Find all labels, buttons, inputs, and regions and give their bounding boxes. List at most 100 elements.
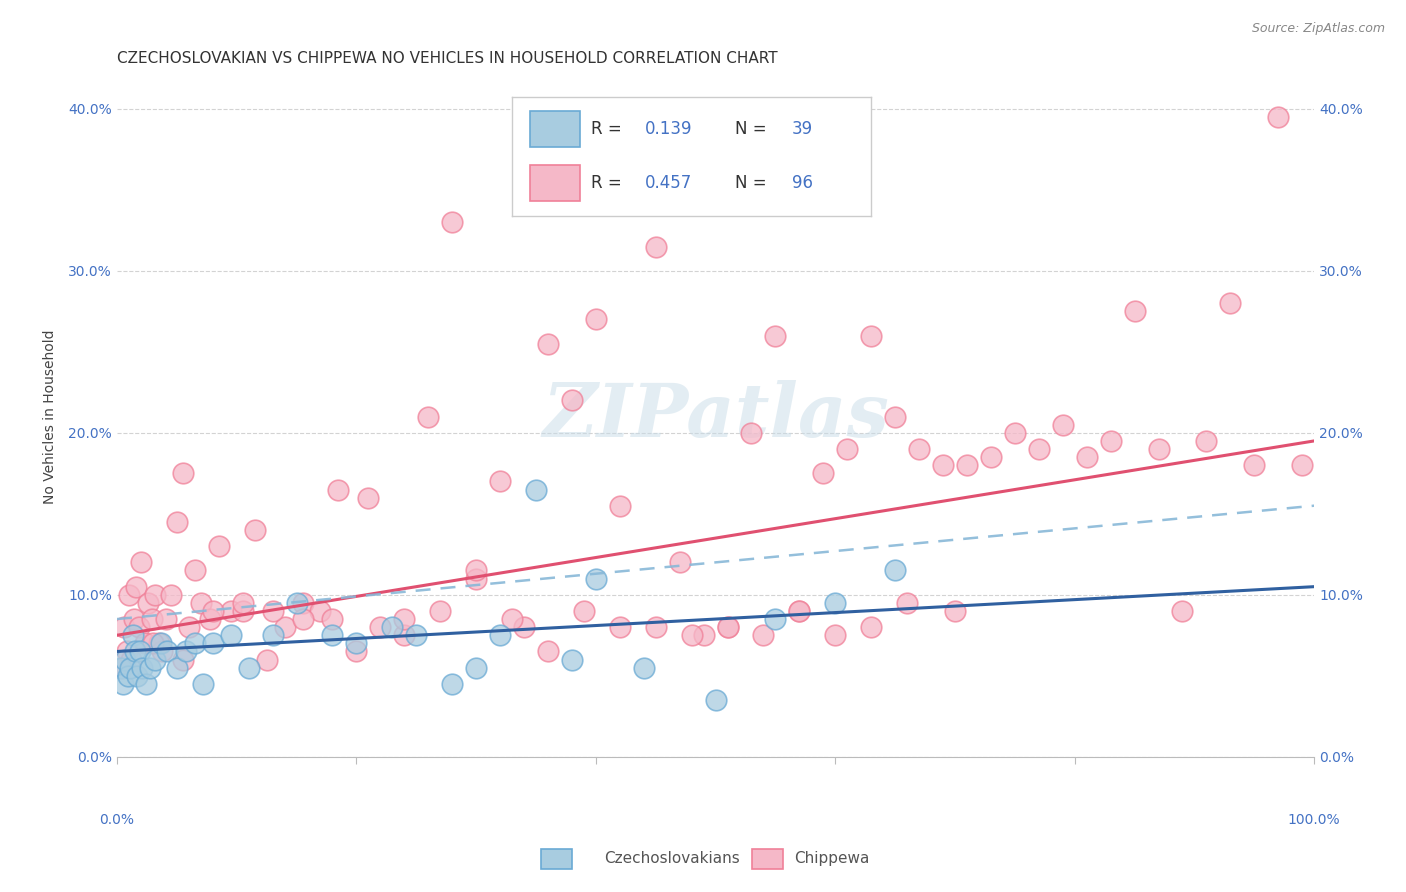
Point bbox=[184, 564, 207, 578]
Point bbox=[609, 499, 631, 513]
Point bbox=[956, 458, 979, 473]
Point bbox=[370, 620, 392, 634]
Point bbox=[190, 596, 212, 610]
Point bbox=[501, 612, 523, 626]
Point bbox=[135, 677, 157, 691]
Point bbox=[585, 572, 607, 586]
Y-axis label: No Vehicles in Household: No Vehicles in Household bbox=[44, 329, 58, 504]
Point bbox=[1076, 450, 1098, 464]
Point bbox=[681, 628, 703, 642]
Point bbox=[160, 588, 183, 602]
Point bbox=[837, 442, 859, 456]
Point bbox=[150, 636, 173, 650]
Point bbox=[394, 628, 416, 642]
Point bbox=[740, 425, 762, 440]
Point bbox=[136, 596, 159, 610]
Point bbox=[537, 336, 560, 351]
Point bbox=[357, 491, 380, 505]
Point bbox=[980, 450, 1002, 464]
Point bbox=[155, 612, 177, 626]
Point bbox=[166, 660, 188, 674]
Point bbox=[166, 515, 188, 529]
Point bbox=[243, 523, 266, 537]
Point bbox=[405, 628, 427, 642]
Point bbox=[1147, 442, 1170, 456]
Point bbox=[309, 604, 332, 618]
Point bbox=[344, 644, 367, 658]
Point bbox=[585, 312, 607, 326]
Point bbox=[1291, 458, 1313, 473]
Point bbox=[908, 442, 931, 456]
Point bbox=[291, 612, 314, 626]
Text: 0.0%: 0.0% bbox=[100, 814, 135, 828]
Point bbox=[127, 669, 149, 683]
Point bbox=[129, 555, 152, 569]
Point bbox=[418, 409, 440, 424]
Point bbox=[120, 652, 142, 666]
Point bbox=[112, 620, 135, 634]
Point bbox=[131, 660, 153, 674]
Point bbox=[321, 628, 343, 642]
Point bbox=[1028, 442, 1050, 456]
Point bbox=[232, 604, 254, 618]
Text: 100.0%: 100.0% bbox=[1288, 814, 1340, 828]
Point bbox=[184, 636, 207, 650]
Point bbox=[143, 652, 166, 666]
Point bbox=[110, 660, 132, 674]
Point bbox=[1219, 296, 1241, 310]
Point bbox=[191, 677, 214, 691]
Point bbox=[1171, 604, 1194, 618]
Point bbox=[561, 393, 583, 408]
Point bbox=[201, 636, 224, 650]
Point bbox=[716, 620, 738, 634]
Point bbox=[219, 604, 242, 618]
Point bbox=[124, 644, 146, 658]
Point bbox=[262, 628, 284, 642]
Point bbox=[200, 612, 222, 626]
Point bbox=[465, 660, 488, 674]
Point bbox=[765, 612, 787, 626]
Point bbox=[128, 644, 150, 658]
Point bbox=[139, 660, 162, 674]
Point bbox=[789, 604, 811, 618]
Point bbox=[232, 596, 254, 610]
Point bbox=[134, 636, 156, 650]
Point bbox=[1243, 458, 1265, 473]
Point bbox=[513, 620, 536, 634]
Point bbox=[765, 328, 787, 343]
Point bbox=[111, 677, 134, 691]
Point bbox=[1099, 434, 1122, 448]
Point bbox=[716, 620, 738, 634]
Point bbox=[381, 620, 404, 634]
Text: Czechoslovakians: Czechoslovakians bbox=[605, 851, 741, 865]
Point bbox=[524, 483, 547, 497]
Point bbox=[117, 669, 139, 683]
Point bbox=[256, 652, 278, 666]
Point bbox=[128, 620, 150, 634]
Point bbox=[429, 604, 451, 618]
Point bbox=[441, 677, 464, 691]
Point bbox=[465, 564, 488, 578]
Point bbox=[465, 572, 488, 586]
Point bbox=[111, 660, 134, 674]
Point bbox=[1123, 304, 1146, 318]
Point bbox=[115, 644, 138, 658]
Point bbox=[118, 588, 141, 602]
Point bbox=[394, 612, 416, 626]
Point bbox=[1195, 434, 1218, 448]
Point bbox=[813, 467, 835, 481]
Point bbox=[884, 564, 907, 578]
Point bbox=[172, 467, 194, 481]
Point bbox=[1004, 425, 1026, 440]
Point bbox=[668, 555, 690, 569]
Point bbox=[219, 628, 242, 642]
Point bbox=[489, 475, 512, 489]
Point bbox=[752, 628, 775, 642]
Text: CZECHOSLOVAKIAN VS CHIPPEWA NO VEHICLES IN HOUSEHOLD CORRELATION CHART: CZECHOSLOVAKIAN VS CHIPPEWA NO VEHICLES … bbox=[117, 51, 778, 66]
Point bbox=[143, 588, 166, 602]
Point bbox=[125, 580, 148, 594]
Point bbox=[120, 660, 142, 674]
Point bbox=[201, 604, 224, 618]
Point bbox=[208, 539, 231, 553]
Point bbox=[273, 620, 295, 634]
